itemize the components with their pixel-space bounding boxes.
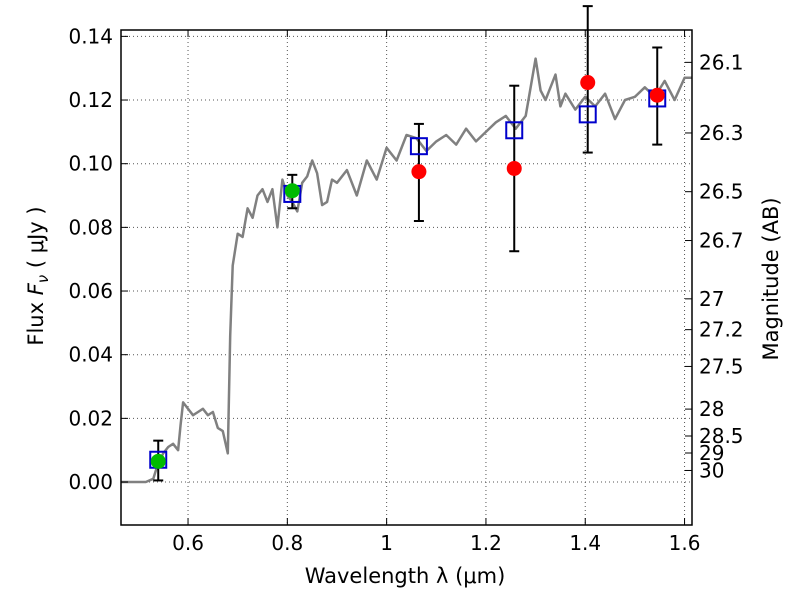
observed-point	[411, 164, 427, 180]
x-tick-label: 1.2	[470, 531, 502, 555]
y2-axis-label: Magnitude (AB)	[759, 197, 783, 360]
y2-tick-label: 26.5	[699, 180, 744, 204]
y-label-subscript: ν	[34, 275, 52, 283]
y-label-prefix: Flux	[24, 295, 48, 345]
y-tick-label: 0.08	[68, 215, 113, 239]
x-tick-label: 0.6	[172, 531, 204, 555]
y2-tick-label: 27.5	[699, 354, 744, 378]
y-tick-label: 0.02	[68, 406, 113, 430]
y2-tick-label: 26.1	[699, 50, 744, 74]
y-tick-label: 0.06	[68, 279, 113, 303]
y2-tick-label: 29	[699, 441, 724, 465]
y2-tick-label: 26.3	[699, 121, 744, 145]
y2-tick-label: 28	[699, 397, 724, 421]
x-axis-ticks: 0.6 0.8 1 1.2 1.4 1.6	[172, 30, 700, 555]
x-tick-label: 1.6	[669, 531, 701, 555]
observed-point	[649, 87, 665, 103]
y-tick-label: 0.14	[68, 24, 113, 48]
y2-tick-label: 28.5	[699, 424, 744, 448]
gridlines	[121, 30, 692, 525]
spectrum-line	[121, 57, 692, 484]
y-axis-label: Flux Fν ( μJy )	[24, 206, 52, 345]
x-axis-label: Wavelength λ (μm)	[305, 564, 506, 588]
model-square-marker	[578, 105, 597, 124]
green-point	[150, 453, 166, 469]
green-point	[284, 183, 300, 199]
y2-tick-label: 26.7	[699, 229, 744, 253]
y-label-symbol: F	[24, 282, 48, 295]
data-markers	[149, 5, 667, 482]
y2-tick-label: 27.2	[699, 318, 744, 342]
model-square-marker	[505, 121, 524, 140]
observed-point	[506, 160, 522, 176]
x-tick-label: 1	[380, 531, 393, 555]
y-tick-label: 0.10	[68, 152, 113, 176]
y-label-suffix: ( μJy )	[24, 206, 48, 274]
observed-point	[580, 75, 596, 91]
y-tick-label: 0.12	[68, 88, 113, 112]
x-tick-label: 0.8	[271, 531, 303, 555]
y-axis-ticks: 0.00 0.02 0.04 0.06 0.08 0.10 0.12 0.14	[68, 24, 128, 494]
plot-frame	[120, 29, 693, 526]
y-tick-label: 0.00	[68, 470, 113, 494]
y2-tick-label: 27	[699, 287, 724, 311]
y-tick-label: 0.04	[68, 343, 113, 367]
model-square-marker	[409, 137, 428, 156]
x-tick-label: 1.4	[569, 531, 601, 555]
y2-tick-label: 30	[699, 458, 724, 482]
